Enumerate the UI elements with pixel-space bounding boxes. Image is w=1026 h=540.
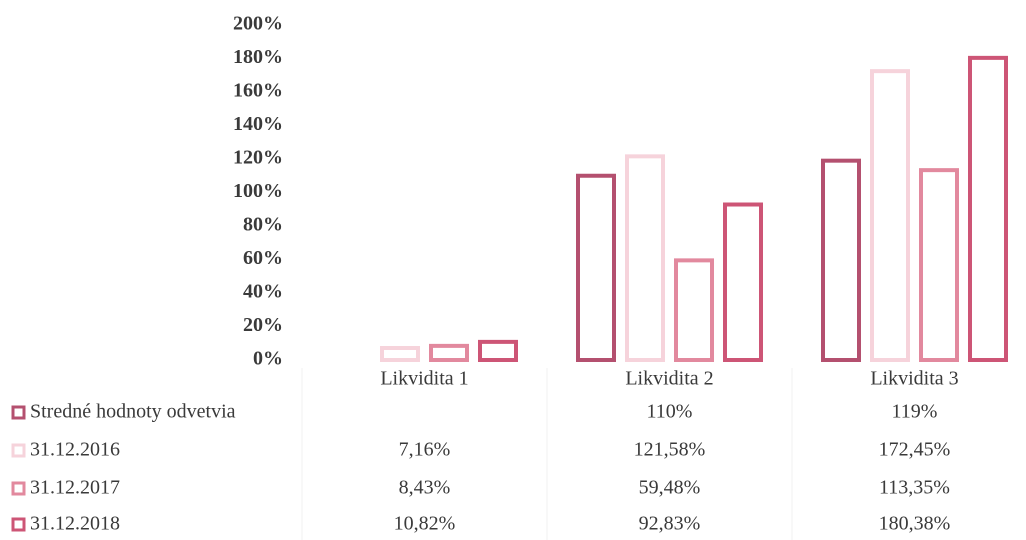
bar — [380, 346, 420, 362]
legend-label: 31.12.2016 — [30, 439, 120, 461]
bar — [429, 343, 469, 363]
bar — [968, 55, 1008, 363]
y-tick-label: 100% — [233, 180, 283, 202]
legend-label: Stredné hodnoty odvetvia — [30, 401, 236, 423]
y-tick-label: 40% — [243, 281, 283, 303]
value-label: 8,43% — [399, 477, 451, 499]
value-label: 113,35% — [879, 477, 950, 499]
value-label: 92,83% — [639, 513, 701, 535]
x-tick-label: Likvidita 2 — [625, 368, 713, 390]
value-label: 172,45% — [879, 439, 951, 461]
value-label: 180,38% — [879, 513, 951, 535]
legend-swatch — [11, 517, 26, 532]
y-tick-label: 180% — [233, 46, 283, 68]
value-label: 59,48% — [639, 477, 701, 499]
y-tick-label: 200% — [233, 13, 283, 35]
bar — [674, 258, 714, 362]
y-tick-label: 0% — [253, 348, 283, 370]
legend-swatch — [11, 443, 26, 458]
legend-label: 31.12.2018 — [30, 513, 120, 535]
y-tick-label: 60% — [243, 247, 283, 269]
x-tick-label: Likvidita 3 — [870, 368, 958, 390]
value-label: 121,58% — [634, 439, 706, 461]
bar — [723, 202, 763, 362]
x-tick-label: Likvidita 1 — [380, 368, 468, 390]
bar — [870, 69, 910, 363]
y-tick-label: 140% — [233, 113, 283, 135]
bar — [821, 158, 861, 362]
bar — [576, 173, 616, 362]
bar — [919, 168, 959, 362]
y-tick-label: 160% — [233, 80, 283, 102]
value-label: 110% — [647, 401, 693, 423]
y-tick-label: 120% — [233, 147, 283, 169]
value-label: 10,82% — [394, 513, 456, 535]
value-label: 7,16% — [399, 439, 451, 461]
legend-swatch — [11, 405, 26, 420]
bar — [625, 154, 665, 362]
bar — [478, 339, 518, 362]
legend-swatch — [11, 481, 26, 496]
legend-label: 31.12.2017 — [30, 477, 120, 499]
y-tick-label: 20% — [243, 314, 283, 336]
value-label: 119% — [892, 401, 938, 423]
y-tick-label: 80% — [243, 214, 283, 236]
